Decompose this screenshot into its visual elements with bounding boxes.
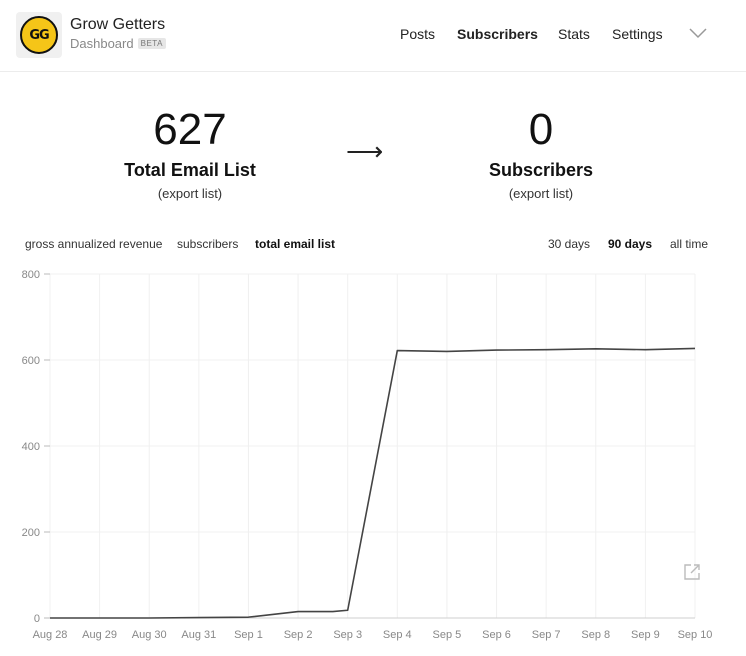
top-header: GG Grow Getters Dashboard BETA Posts Sub… xyxy=(0,0,746,72)
y-tick-label: 600 xyxy=(22,355,40,367)
nav-settings[interactable]: Settings xyxy=(612,26,663,42)
y-tick-label: 400 xyxy=(22,441,40,453)
subscribers-count: 0 xyxy=(528,105,554,154)
range-90-days[interactable]: 90 days xyxy=(608,237,653,251)
x-tick-label: Sep 4 xyxy=(383,629,412,641)
x-tick-label: Sep 3 xyxy=(333,629,362,641)
x-tick-label: Aug 31 xyxy=(181,629,216,641)
subscribers-export-link[interactable]: (export list) xyxy=(508,186,574,201)
y-tick-label: 0 xyxy=(34,613,40,625)
filter-gross-revenue[interactable]: gross annualized revenue xyxy=(25,237,163,251)
total-email-label: Total Email List xyxy=(124,160,256,180)
total-email-stat: 627 Total Email List (export list) xyxy=(70,105,310,202)
total-email-export-link[interactable]: (export list) xyxy=(157,186,223,201)
right-arrow-icon: ⟶ xyxy=(346,136,384,166)
y-tick-label: 800 xyxy=(22,269,40,281)
nav-subscribers[interactable]: Subscribers xyxy=(457,26,538,42)
x-tick-label: Sep 7 xyxy=(532,629,561,641)
nav-posts[interactable]: Posts xyxy=(400,26,436,42)
x-tick-label: Aug 28 xyxy=(33,629,68,641)
total-email-chart: 0 200 400 600 800 Aug 28 Aug 29 Aug 30 Aug 31 Sep… xyxy=(22,269,713,641)
site-subtitle: Dashboard BETA xyxy=(70,36,166,51)
filter-total-email-list[interactable]: total email list xyxy=(255,237,336,251)
logo-face-icon: GG xyxy=(20,16,58,54)
subscribers-stat: 0 Subscribers (export list) xyxy=(421,105,661,202)
range-all-time[interactable]: all time xyxy=(670,237,709,251)
x-tick-label: Sep 5 xyxy=(433,629,462,641)
beta-badge: BETA xyxy=(137,38,166,49)
chevron-down-icon[interactable] xyxy=(688,26,708,40)
nav-stats[interactable]: Stats xyxy=(558,26,590,42)
x-tick-label: Sep 10 xyxy=(678,629,713,641)
x-tick-label: Sep 6 xyxy=(482,629,511,641)
filter-subscribers[interactable]: subscribers xyxy=(177,237,239,251)
external-link-icon[interactable] xyxy=(682,562,702,582)
x-tick-label: Sep 9 xyxy=(631,629,660,641)
subscribers-label: Subscribers xyxy=(488,160,594,180)
dashboard-label: Dashboard xyxy=(70,36,134,51)
series-line xyxy=(50,347,696,619)
x-tick-label: Sep 1 xyxy=(234,629,263,641)
site-logo[interactable]: GG xyxy=(16,12,62,58)
total-email-count: 627 xyxy=(153,105,227,154)
x-tick-label: Sep 2 xyxy=(284,629,313,641)
y-tick-label: 200 xyxy=(22,527,40,539)
site-title[interactable]: Grow Getters xyxy=(70,16,166,33)
x-tick-label: Aug 29 xyxy=(82,629,117,641)
x-tick-label: Aug 30 xyxy=(132,629,167,641)
range-30-days[interactable]: 30 days xyxy=(548,237,591,251)
x-tick-label: Sep 8 xyxy=(581,629,610,641)
